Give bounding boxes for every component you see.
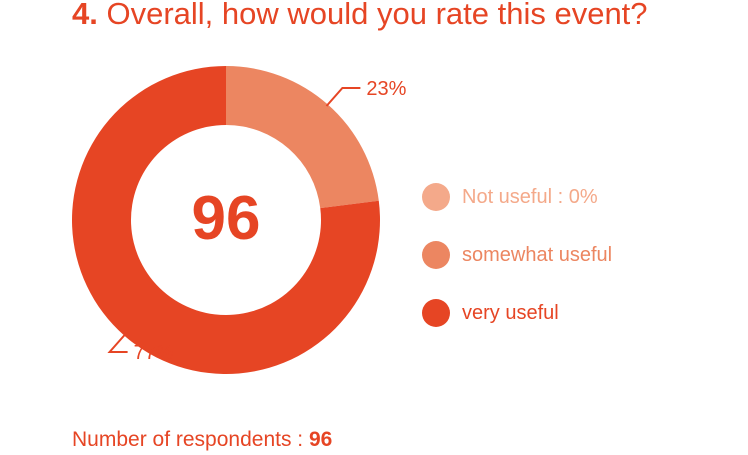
legend-item-somewhat-useful: somewhat useful [422, 238, 612, 272]
slice-label-very-useful: 77% [134, 342, 174, 364]
donut-slices [72, 66, 381, 374]
question-number: 4. [72, 0, 98, 31]
leader-somewhat-useful [325, 86, 361, 107]
respondents-count: Number of respondents : 96 [72, 426, 332, 454]
legend-item-not-useful: Not useful : 0% [422, 180, 612, 214]
legend-label: Not useful : 0% [462, 185, 598, 208]
legend: Not useful : 0% somewhat useful very usefu… [422, 180, 612, 354]
legend-swatch [422, 299, 450, 327]
legend-label: very useful [462, 301, 559, 324]
slice-label-somewhat-useful: 23% [366, 78, 406, 100]
slice-very-useful [72, 66, 381, 374]
legend-swatch [422, 183, 450, 211]
slice-somewhat-useful [226, 66, 379, 209]
chart-title: 4. Overall, how would you rate this even… [72, 0, 648, 34]
center-label: 96 [192, 184, 261, 253]
question-text: Overall, how would you rate this event? [97, 0, 648, 31]
legend-swatch [422, 241, 450, 269]
respondents-value: 96 [308, 428, 333, 451]
slice-label-leaders: 23% 77% [107, 78, 407, 364]
respondents-label: Number of respondents : [72, 428, 309, 451]
legend-item-very-useful: very useful [422, 296, 612, 330]
leader-very-useful [107, 333, 128, 354]
legend-label: somewhat useful [462, 243, 613, 266]
